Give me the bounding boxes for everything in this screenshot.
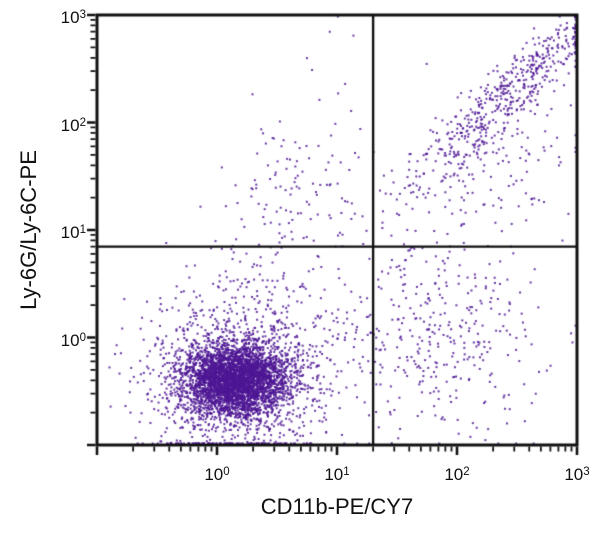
x-tick-label: 103: [564, 465, 590, 484]
y-tick-label: 103: [60, 8, 86, 27]
y-tick-label: 100: [60, 330, 86, 350]
x-axis-title: CD11b-PE/CY7: [260, 494, 414, 519]
x-tick-label: 100: [204, 465, 230, 484]
x-tick-label: 101: [324, 465, 350, 484]
x-tick-label: 102: [444, 465, 470, 484]
y-tick-label: 101: [60, 223, 86, 242]
y-tick-label: 102: [60, 115, 86, 135]
y-axis-title: Ly-6G/Ly-6C-PE: [16, 150, 41, 310]
